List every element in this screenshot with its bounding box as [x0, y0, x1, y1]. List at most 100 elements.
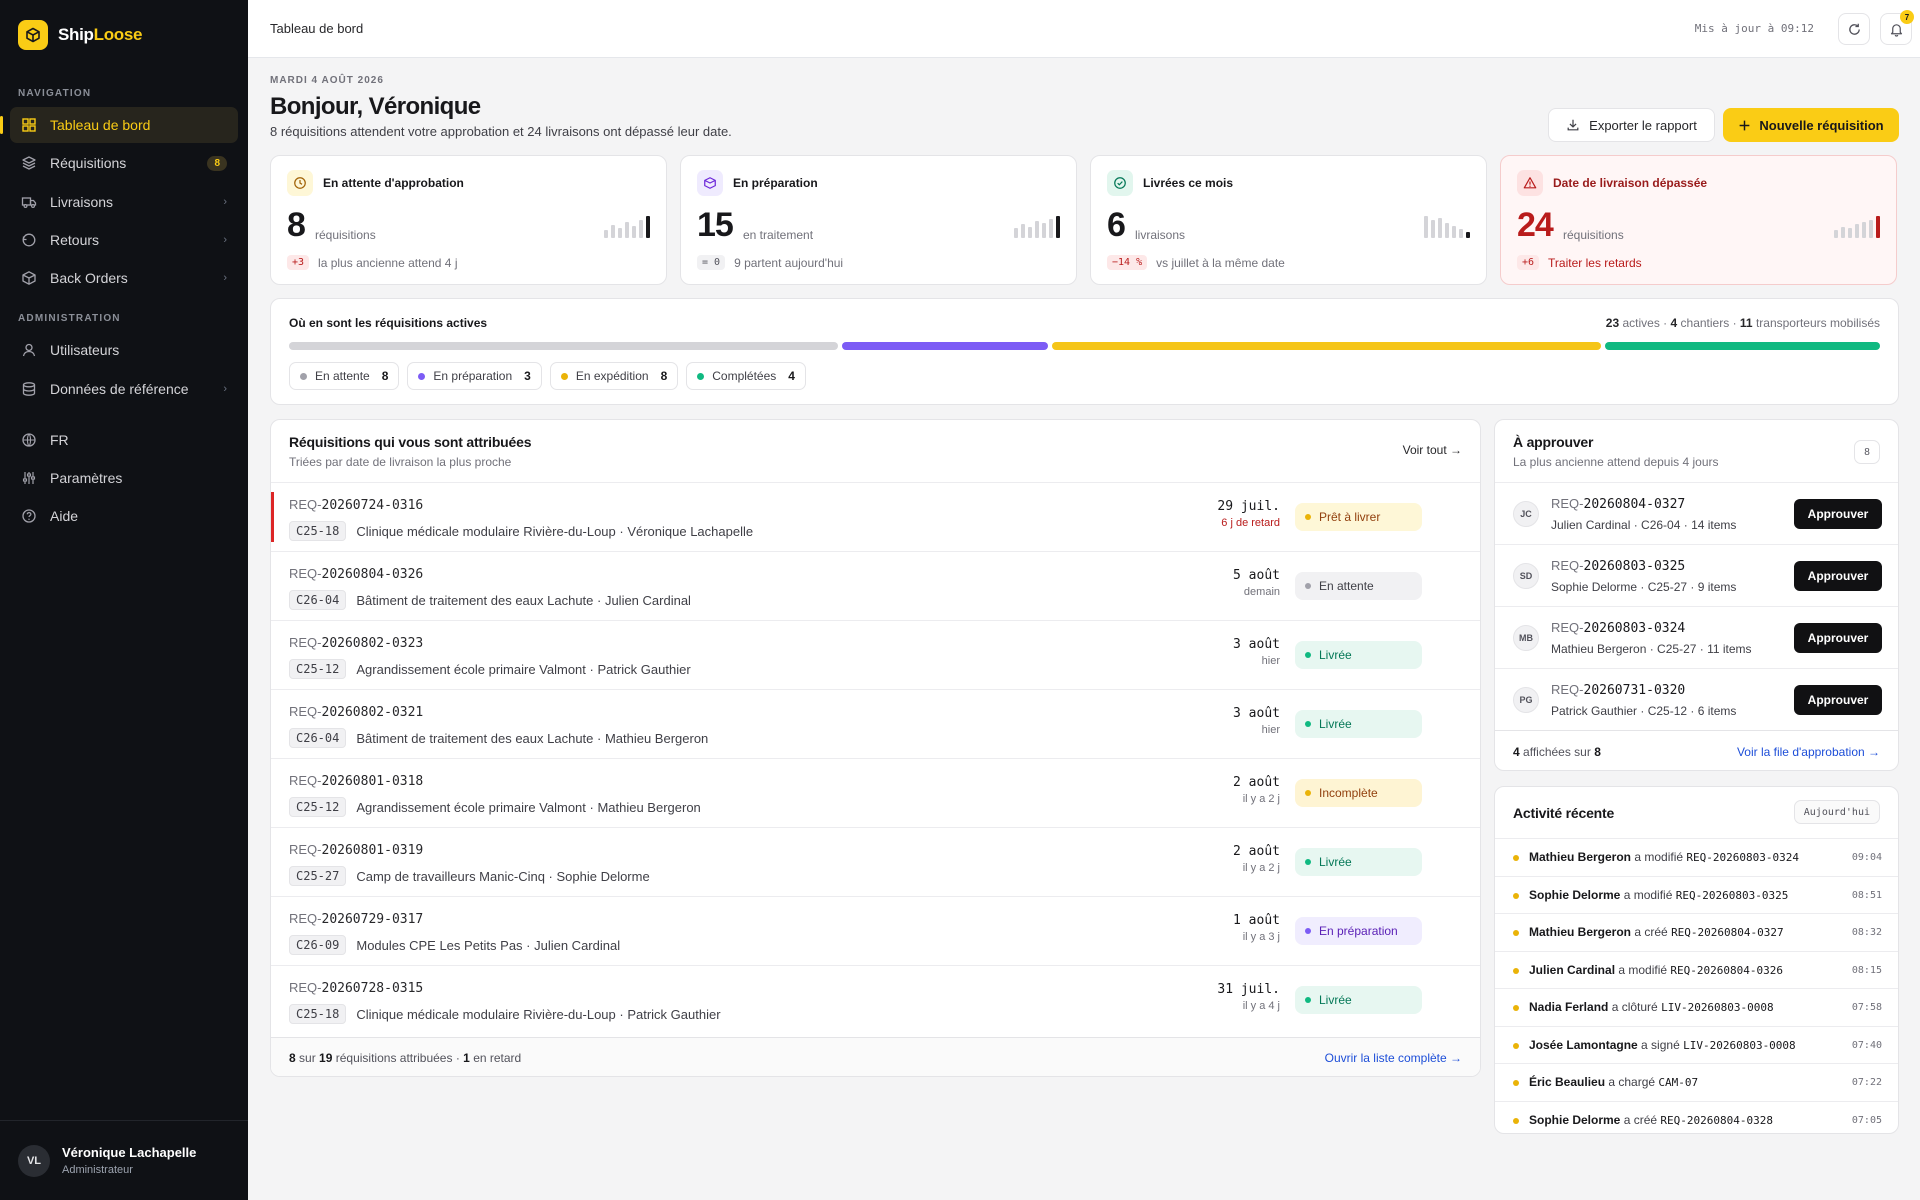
requisition-number[interactable]: REQ-20260802-0321	[289, 704, 424, 720]
kpi-value: 24	[1517, 206, 1554, 244]
sidebar-item-label: Retours	[50, 232, 100, 248]
sidebar-item-back-orders[interactable]: Back Orders ›	[10, 260, 238, 296]
kpi-overdue-deliveries[interactable]: Date de livraison dépassée 24 réquisitio…	[1500, 155, 1897, 285]
sidebar-item-users[interactable]: Utilisateurs	[10, 332, 238, 368]
clock-icon	[287, 170, 313, 196]
requisition-site: C26-04 Bâtiment de traitement des eaux La…	[289, 728, 708, 748]
kpi-in-preparation[interactable]: En préparation 15 en traitement = 0 9 pa…	[680, 155, 1077, 285]
table-row[interactable]: REQ-20260802-0321 C26-04 Bâtiment de trait…	[271, 689, 1480, 758]
open-full-list-link[interactable]: Ouvrir la liste complète →	[1324, 1051, 1462, 1065]
top-bar: Tableau de bord Mis à jour à 09:12 7	[248, 0, 1920, 58]
section-title: À approuver	[1513, 434, 1594, 450]
brand-name: ShipLoose	[58, 25, 143, 44]
table-row[interactable]: REQ-20260804-0326 C26-04 Bâtiment de trait…	[271, 551, 1480, 620]
sidebar-item-language[interactable]: FR	[10, 422, 238, 458]
table-row[interactable]: REQ-20260801-0319 C25-27 Camp de travaille…	[271, 827, 1480, 896]
list-item[interactable]: SD REQ-20260803-0325 Sophie Delorme · C25-…	[1495, 544, 1898, 606]
approval-queue-link[interactable]: Voir la file d'approbation →	[1736, 745, 1880, 759]
refresh-button[interactable]	[1838, 13, 1870, 45]
requisition-number[interactable]: REQ-20260728-0315	[289, 980, 424, 996]
list-item[interactable]: PG REQ-20260731-0320 Patrick Gauthier · C2…	[1495, 668, 1898, 730]
activity-text: Julien Cardinal a modifié REQ-20260804-0…	[1529, 962, 1784, 977]
chip-completed[interactable]: Complétées 4	[686, 362, 806, 390]
site-description: Clinique médicale modulaire Rivière-du-L…	[356, 523, 754, 539]
activity-dot	[1513, 855, 1519, 861]
requisition-number[interactable]: REQ-20260803-0325	[1551, 558, 1686, 574]
requisition-site: C25-18 Clinique médicale modulaire Rivièr…	[289, 521, 753, 541]
approvals-count-badge: 8	[1854, 440, 1880, 464]
chip-preparation[interactable]: En préparation 3	[407, 362, 542, 390]
requisition-number[interactable]: REQ-20260724-0316	[289, 497, 424, 513]
sidebar-item-label: Utilisateurs	[50, 342, 120, 358]
see-all-link[interactable]: Voir tout →	[1402, 443, 1462, 457]
requisition-number[interactable]: REQ-20260801-0318	[289, 773, 424, 789]
sidebar-item-dashboard[interactable]: Tableau de bord	[0, 107, 238, 143]
arrow-right-icon: →	[1450, 443, 1462, 457]
kpi-pending-approval[interactable]: En attente d'approbation 8 réquisitions …	[270, 155, 667, 285]
activity-time: 07:58	[1851, 1002, 1882, 1013]
sidebar-item-settings[interactable]: Paramètres	[10, 460, 238, 496]
kpi-delivered-month[interactable]: Livrées ce mois 6 livraisons −14 % vs ju…	[1090, 155, 1487, 285]
activity-text: Éric Beaulieu a chargé CAM-07	[1529, 1075, 1699, 1089]
approve-button[interactable]: Approuver	[1794, 499, 1882, 529]
cube-logo-icon	[18, 20, 48, 50]
avatar: SD	[1513, 563, 1539, 589]
approval-list: JC REQ-20260804-0327 Julien Cardinal · C26…	[1495, 482, 1898, 730]
chip-pending[interactable]: En attente 8	[289, 362, 400, 390]
activity-dot	[1513, 967, 1519, 974]
table-row[interactable]: REQ-20260728-0315 C25-18 Clinique médicale…	[271, 965, 1480, 1034]
notification-count-badge: 7	[1900, 10, 1914, 24]
chevron-right-icon: ›	[223, 196, 227, 208]
kpi-value: 15	[697, 206, 734, 244]
activity-time: 07:40	[1851, 1039, 1882, 1051]
progress-segment	[842, 342, 1049, 350]
kpi-note: vs juillet à la même date	[1156, 255, 1285, 270]
requisition-number[interactable]: REQ-20260804-0326	[289, 566, 424, 582]
sidebar-item-returns[interactable]: Retours ›	[10, 222, 238, 258]
site-code: C26-09	[289, 935, 347, 955]
table-row[interactable]: REQ-20260802-0323 C25-12 Agrandissement éc…	[271, 620, 1480, 689]
sidebar-item-help[interactable]: Aide	[10, 498, 238, 534]
help-icon	[22, 509, 36, 523]
section-title: Réquisitions qui vous sont attribuées	[289, 434, 532, 450]
requisition-site: C26-09 Modules CPE Les Petits Pas · Julie…	[289, 935, 620, 955]
activity-filter[interactable]: Aujourd'hui	[1793, 800, 1880, 824]
export-report-button[interactable]: Exporter le rapport	[1548, 108, 1715, 142]
brand[interactable]: ShipLoose	[18, 20, 143, 50]
kpi-delta: = 0	[697, 255, 726, 270]
requisition-number[interactable]: REQ-20260801-0319	[289, 842, 424, 858]
table-row[interactable]: REQ-20260801-0318 C25-12 Agrandissement éc…	[271, 758, 1480, 827]
sidebar-item-deliveries[interactable]: Livraisons ›	[10, 184, 238, 220]
requisition-number[interactable]: REQ-20260802-0323	[289, 635, 424, 651]
requisition-number[interactable]: REQ-20260804-0327	[1551, 496, 1686, 512]
activity-time: 08:15	[1851, 964, 1882, 976]
requisition-number[interactable]: REQ-20260803-0324	[1551, 620, 1686, 636]
requisition-number[interactable]: REQ-20260731-0320	[1551, 682, 1686, 698]
activity-dot	[1513, 1117, 1519, 1124]
sidebar-item-reference-data[interactable]: Données de référence ›	[10, 371, 238, 407]
table-row[interactable]: REQ-20260729-0317 C26-09 Modules CPE Les P…	[271, 896, 1480, 965]
sidebar-item-requisitions[interactable]: Réquisitions 8	[10, 145, 238, 181]
table-row[interactable]: REQ-20260724-0316 C25-18 Clinique médicale…	[271, 482, 1480, 551]
requisition-number[interactable]: REQ-20260729-0317	[289, 911, 424, 927]
list-item[interactable]: JC REQ-20260804-0327 Julien Cardinal · C26…	[1495, 482, 1898, 544]
current-user[interactable]: VL Véronique Lachapelle Administrateur	[0, 1120, 248, 1200]
activity-text: Mathieu Bergeron a modifié REQ-20260803-…	[1529, 850, 1799, 864]
approve-button[interactable]: Approuver	[1794, 685, 1882, 715]
activity-item: Mathieu Bergeron a créé REQ-20260804-032…	[1495, 913, 1898, 951]
activity-list: Mathieu Bergeron a modifié REQ-20260803-…	[1495, 838, 1898, 1133]
progress-segment	[1605, 342, 1880, 350]
approve-button[interactable]: Approuver	[1794, 623, 1882, 653]
kpi-sparkline	[1834, 214, 1880, 238]
handle-delays-link[interactable]: Traiter les retards	[1548, 255, 1642, 270]
chip-shipping[interactable]: En expédition 8	[549, 362, 679, 390]
delivery-date: 2 août il y a 2 j	[1233, 844, 1280, 874]
list-item[interactable]: MB REQ-20260803-0324 Mathieu Bergeron · C2…	[1495, 606, 1898, 668]
approve-button[interactable]: Approuver	[1794, 561, 1882, 591]
sidebar-item-label: Tableau de bord	[50, 117, 151, 133]
sidebar-item-label: FR	[50, 432, 69, 448]
new-requisition-button[interactable]: Nouvelle réquisition	[1723, 108, 1899, 142]
activity-text: Josée Lamontagne a signé LIV-20260803-00…	[1529, 1037, 1796, 1052]
site-code: C25-12	[289, 797, 347, 817]
notifications-button[interactable]: 7	[1880, 10, 1914, 45]
